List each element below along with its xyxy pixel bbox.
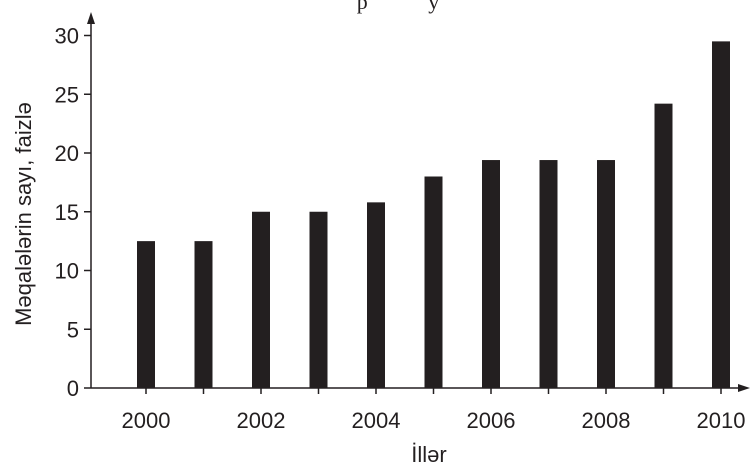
x-tick-label: 2000: [122, 408, 171, 433]
x-tick-label: 2010: [697, 408, 746, 433]
bar-2009: [654, 103, 673, 389]
bar-2008: [597, 160, 615, 388]
bar-2010: [712, 41, 730, 388]
top-caption-fragment: p y: [357, 0, 440, 14]
y-tick-label: 0: [67, 376, 79, 401]
bar-2002: [252, 211, 270, 388]
y-tick-label: 5: [67, 317, 79, 342]
y-tick-label: 30: [55, 24, 79, 49]
x-axis-ticks: 2000 2002 2004 2006 2008 2010: [122, 388, 746, 433]
bar-2007: [539, 160, 558, 388]
axes: [87, 12, 750, 392]
y-axis-arrow: [87, 12, 95, 24]
y-tick-label: 25: [55, 82, 79, 107]
x-tick-label: 2008: [582, 408, 631, 433]
y-tick-label: 20: [55, 141, 79, 166]
y-tick-label: 10: [55, 259, 79, 284]
bar-2001: [194, 241, 213, 388]
y-tick-label: 15: [55, 200, 79, 225]
x-axis-arrow: [738, 384, 750, 392]
x-tick-label: 2002: [237, 408, 286, 433]
bar-2003: [309, 211, 328, 388]
x-tick-label: 2006: [467, 408, 516, 433]
bar-2005: [424, 176, 443, 388]
bar-2006: [482, 160, 500, 388]
bars-group: [137, 41, 730, 389]
bar-2000: [137, 241, 155, 388]
y-axis-ticks: 0 5 10 15 20 25 30: [55, 24, 91, 401]
y-axis-title: Məqalələrin sayı, faizlə: [11, 102, 36, 326]
bar-2004: [367, 202, 385, 388]
x-tick-label: 2004: [352, 408, 401, 433]
x-axis-title: İllər: [411, 442, 446, 467]
